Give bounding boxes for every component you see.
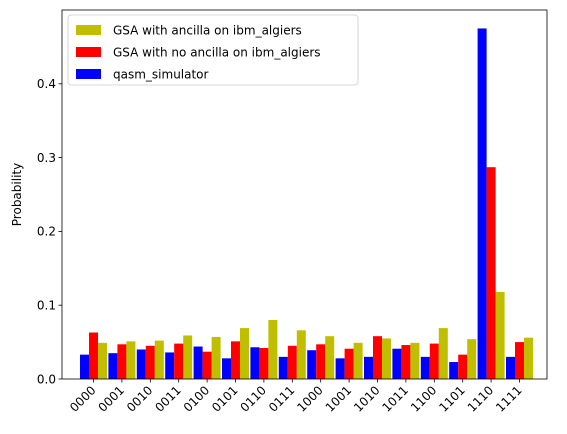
bar-qasm-simulator-0101 <box>222 358 231 379</box>
bar-qasm-simulator-0001 <box>108 353 118 379</box>
bar-gsa-with-no-ancilla-on-ibm-algiers-1001 <box>344 348 354 379</box>
bar-gsa-with-no-ancilla-on-ibm-algiers-1110 <box>486 167 496 379</box>
bar-gsa-with-ancilla-on-ibm-algiers-0010 <box>154 340 164 379</box>
y-tick-label: 0.2 <box>37 225 56 239</box>
bar-gsa-with-ancilla-on-ibm-algiers-1011 <box>410 342 420 379</box>
bar-qasm-simulator-1010 <box>364 356 373 379</box>
bar-gsa-with-ancilla-on-ibm-algiers-1100 <box>438 328 448 379</box>
bars-group <box>80 28 533 379</box>
bar-gsa-with-ancilla-on-ibm-algiers-1101 <box>467 339 477 379</box>
bar-qasm-simulator-1001 <box>335 358 345 379</box>
legend-box <box>67 14 359 86</box>
legend-label: GSA with no ancilla on ibm_algiers <box>113 46 321 60</box>
legend-label: GSA with ancilla on ibm_algiers <box>113 24 302 38</box>
bar-gsa-with-ancilla-on-ibm-algiers-1000 <box>325 336 335 379</box>
bar-gsa-with-ancilla-on-ibm-algiers-1001 <box>353 342 363 379</box>
bar-qasm-simulator-0000 <box>80 354 89 379</box>
y-axis: 0.0 0.1 0.2 0.3 0.4 <box>37 77 62 386</box>
bar-gsa-with-no-ancilla-on-ibm-algiers-0100 <box>202 351 212 379</box>
bar-gsa-with-ancilla-on-ibm-algiers-1110 <box>495 291 505 379</box>
bar-gsa-with-no-ancilla-on-ibm-algiers-0011 <box>174 343 184 379</box>
bar-gsa-with-ancilla-on-ibm-algiers-0101 <box>240 328 249 379</box>
bar-qasm-simulator-0010 <box>136 349 146 379</box>
legend-swatch <box>76 25 101 35</box>
bar-qasm-simulator-1101 <box>449 362 459 379</box>
bar-gsa-with-no-ancilla-on-ibm-algiers-1011 <box>401 345 411 379</box>
legend-swatch <box>76 69 101 79</box>
bar-gsa-with-no-ancilla-on-ibm-algiers-0110 <box>259 348 269 379</box>
bar-gsa-with-ancilla-on-ibm-algiers-0000 <box>98 342 107 379</box>
bar-gsa-with-ancilla-on-ibm-algiers-1111 <box>524 337 533 379</box>
bar-qasm-simulator-0011 <box>165 352 175 379</box>
bar-gsa-with-ancilla-on-ibm-algiers-1010 <box>382 338 391 379</box>
bar-qasm-simulator-1000 <box>307 350 317 379</box>
bar-gsa-with-ancilla-on-ibm-algiers-0011 <box>183 335 193 379</box>
bar-gsa-with-ancilla-on-ibm-algiers-0111 <box>296 330 306 379</box>
bar-qasm-simulator-0100 <box>193 346 203 379</box>
bar-qasm-simulator-0111 <box>278 356 288 379</box>
bar-gsa-with-no-ancilla-on-ibm-algiers-1101 <box>458 354 468 379</box>
legend-swatch <box>76 47 101 57</box>
bar-gsa-with-no-ancilla-on-ibm-algiers-1010 <box>373 336 382 379</box>
bar-gsa-with-ancilla-on-ibm-algiers-0100 <box>211 336 221 379</box>
bar-gsa-with-no-ancilla-on-ibm-algiers-0101 <box>231 341 240 379</box>
plot-frame <box>61 9 548 380</box>
bar-qasm-simulator-1011 <box>392 348 402 379</box>
bar-gsa-with-ancilla-on-ibm-algiers-0001 <box>126 341 136 379</box>
y-tick-label: 0.4 <box>37 77 56 91</box>
y-axis-label: Probability <box>10 163 24 226</box>
bar-gsa-with-no-ancilla-on-ibm-algiers-1111 <box>515 342 524 379</box>
bar-qasm-simulator-1111 <box>506 356 515 379</box>
bar-gsa-with-no-ancilla-on-ibm-algiers-1000 <box>316 344 326 379</box>
y-tick-label: 0.3 <box>37 151 56 165</box>
bar-gsa-with-no-ancilla-on-ibm-algiers-0010 <box>145 345 155 379</box>
legend: GSA with ancilla on ibm_algiers GSA with … <box>67 14 359 86</box>
bar-qasm-simulator-0110 <box>250 347 260 379</box>
bar-qasm-simulator-1110 <box>477 28 487 379</box>
bar-gsa-with-ancilla-on-ibm-algiers-0110 <box>268 319 278 379</box>
bar-gsa-with-no-ancilla-on-ibm-algiers-1100 <box>429 343 439 379</box>
bar-gsa-with-no-ancilla-on-ibm-algiers-0111 <box>287 345 297 379</box>
y-tick-label: 0.1 <box>37 299 56 313</box>
bar-qasm-simulator-1100 <box>420 356 430 379</box>
bar-gsa-with-no-ancilla-on-ibm-algiers-0001 <box>117 344 127 379</box>
y-tick-label: 0.0 <box>37 372 56 386</box>
bar-gsa-with-no-ancilla-on-ibm-algiers-0000 <box>89 332 98 379</box>
legend-label: qasm_simulator <box>113 68 209 82</box>
